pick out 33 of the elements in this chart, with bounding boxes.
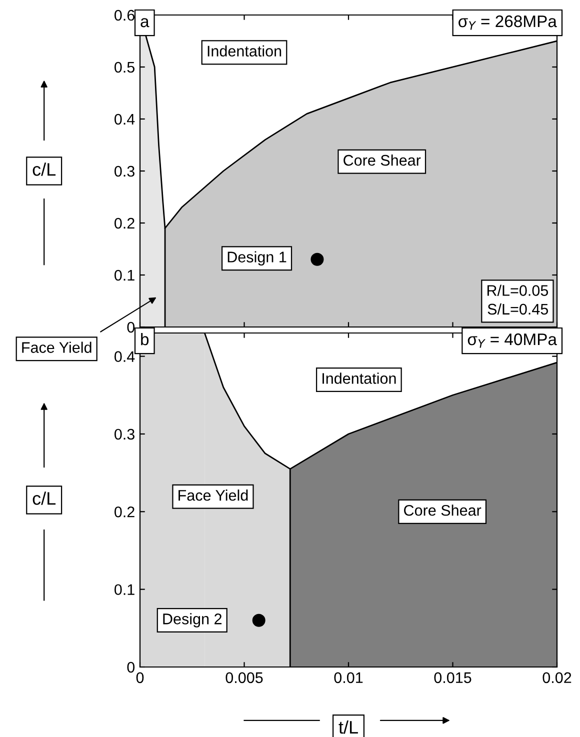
x-tick-label: 0.02 (542, 672, 572, 684)
y-axis-title: c/L (32, 492, 56, 505)
annotation: Face Yield (178, 490, 248, 501)
text: Face Yield (22, 342, 92, 353)
x-tick-label: 0.01 (334, 672, 363, 684)
annotation: Core Shear (404, 504, 482, 516)
y-tick-label: 0.3 (114, 166, 134, 177)
chart-title: b (141, 333, 149, 346)
y-tick-label: 0.2 (114, 506, 134, 518)
x-axis-title: t/L (338, 720, 358, 734)
annotation: Indentation (208, 45, 282, 57)
x-tick-label: 0.015 (434, 672, 472, 684)
y-tick-label: 0.4 (114, 351, 135, 362)
chart-subtitle: σ$_{Y}$ = 40MPa (468, 333, 557, 348)
y-tick-label: 0.5 (114, 62, 134, 73)
y-tick-label: 0.4 (114, 114, 135, 125)
chart-title: a (140, 18, 150, 28)
y-tick-label: 0 (127, 322, 135, 333)
y-tick-label: 0.3 (114, 428, 134, 440)
annotation: R/L=0.05 S/L=0.45 (487, 284, 548, 315)
y-tick-label: 0.2 (114, 218, 134, 229)
y-tick-label: 0.1 (114, 270, 134, 281)
y-tick-label: 0.6 (114, 10, 134, 21)
annotation: Indentation (322, 372, 396, 384)
annotation: Design 1 (228, 251, 286, 266)
y-tick-label: 0 (127, 662, 135, 673)
x-tick-label: 0 (136, 672, 144, 684)
annotation: Core Shear (344, 154, 421, 166)
chart-subtitle: σ$_{Y}$ = 268MPa (458, 15, 557, 30)
y-tick-label: 0.1 (114, 584, 134, 596)
y-axis-title: c/L (32, 162, 56, 176)
annotation: Design 2 (163, 613, 222, 628)
x-tick-label: 0.005 (226, 672, 263, 684)
